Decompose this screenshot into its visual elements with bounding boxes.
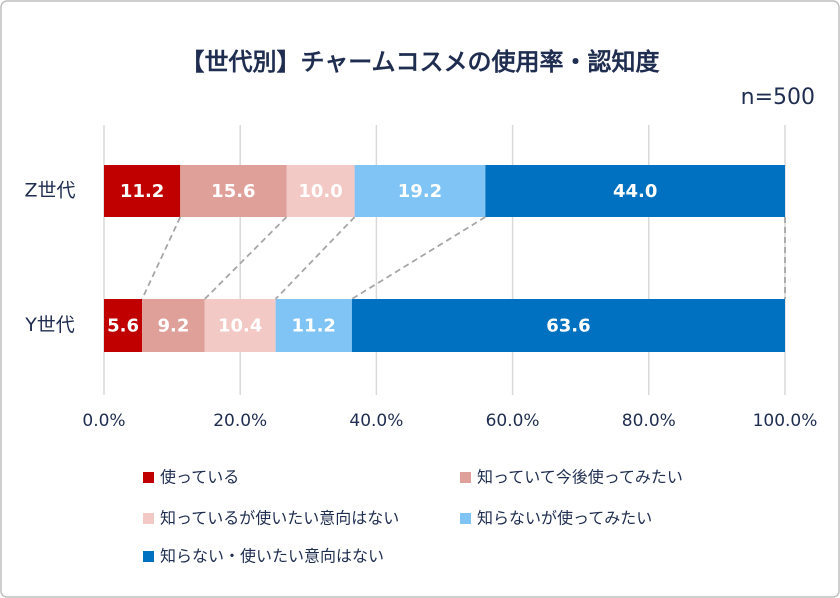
value-label: 10.4 <box>218 316 262 337</box>
value-label: 11.2 <box>120 181 164 202</box>
bar-segment <box>354 165 486 217</box>
legend-swatch <box>460 472 471 483</box>
x-tick-label: 20.0% <box>213 411 267 431</box>
x-tick-label: 100.0% <box>753 411 818 431</box>
connector-line <box>141 216 182 300</box>
x-tick-label: 40.0% <box>349 411 403 431</box>
connector-line <box>274 216 356 300</box>
x-tick-label: 0.0% <box>82 411 125 431</box>
value-label: 11.2 <box>292 316 336 337</box>
legend-label: 知らないが使ってみたい <box>477 509 652 528</box>
value-label: 19.2 <box>398 181 442 202</box>
value-label: 63.6 <box>546 316 590 337</box>
bar-segment <box>104 299 143 352</box>
y-tick-label: Y世代 <box>24 314 75 336</box>
y-tick-label: Z世代 <box>24 180 75 202</box>
bar-segment <box>180 165 287 217</box>
value-label: 5.6 <box>107 316 139 337</box>
bar-segment <box>142 299 205 352</box>
value-label: 10.0 <box>298 181 342 202</box>
bar-segment <box>351 299 785 352</box>
legend-swatch <box>143 472 154 483</box>
legend-swatch <box>460 513 471 524</box>
legend-swatch <box>143 551 154 562</box>
chart-subtitle: n=500 <box>741 85 815 110</box>
x-tick-label: 80.0% <box>622 411 676 431</box>
bar-segment <box>485 165 785 217</box>
value-label: 15.6 <box>211 181 255 202</box>
legend-label: 知らない・使いたい意向はない <box>160 547 384 566</box>
bar-segment <box>204 299 276 352</box>
chart-title: 【世代別】チャームコスメの使用率・認知度 <box>180 48 660 76</box>
bar-segment <box>286 165 355 217</box>
value-label: 9.2 <box>158 316 190 337</box>
bar-segment <box>275 299 352 352</box>
bar-segment <box>104 165 181 217</box>
legend-swatch <box>143 513 154 524</box>
legend-label: 使っている <box>160 468 239 487</box>
x-tick-label: 60.0% <box>486 411 540 431</box>
connector-line <box>351 216 486 300</box>
legend-label: 知っているが使いたい意向はない <box>160 509 399 528</box>
legend-label: 知っていて今後使ってみたい <box>477 468 683 487</box>
value-label: 44.0 <box>613 181 657 202</box>
